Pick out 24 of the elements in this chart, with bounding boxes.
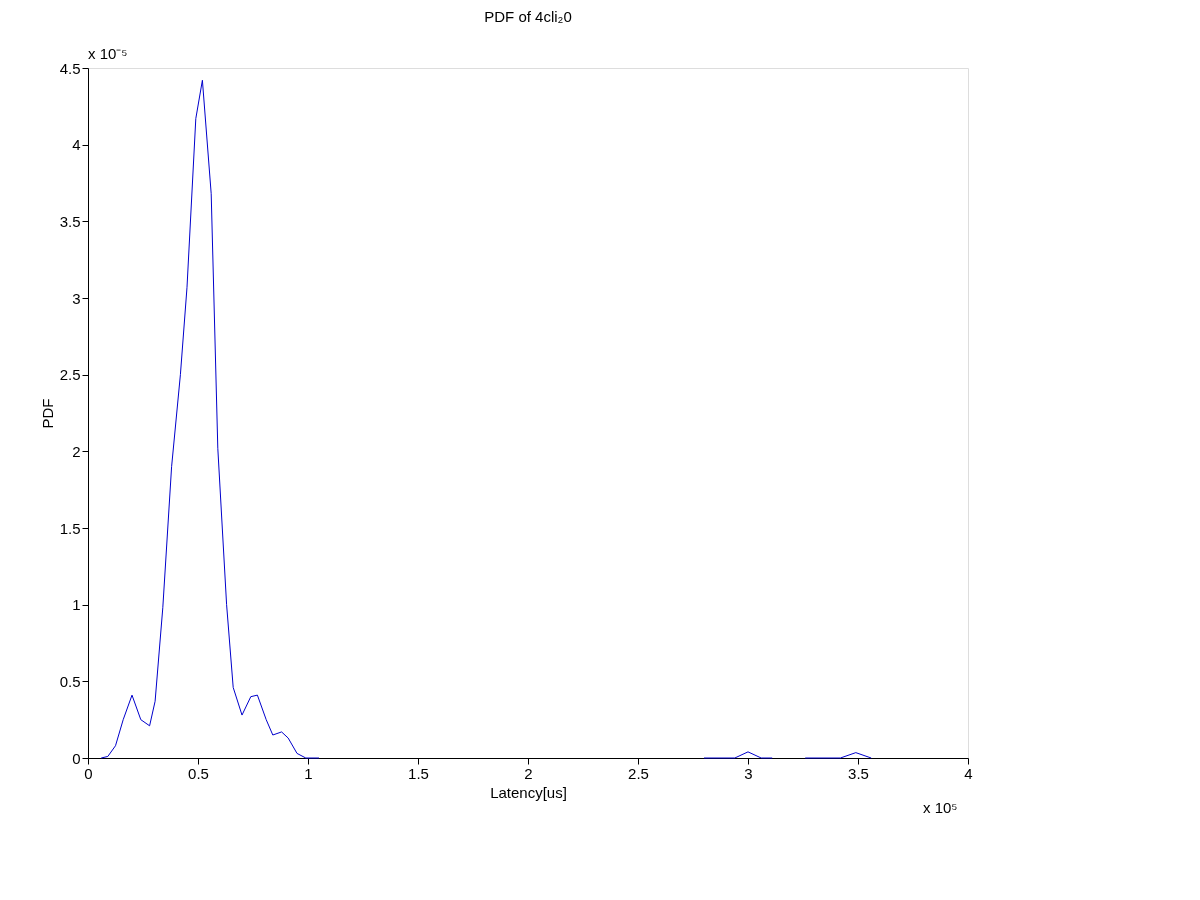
- x-tick-label: 0.5: [188, 764, 209, 782]
- y-tick-label: 2: [72, 442, 81, 460]
- y-tick-label: 2.5: [59, 366, 81, 384]
- text: x 10⁵: [923, 799, 958, 816]
- y-tick-label: 3.5: [59, 212, 81, 230]
- y-tick-label: 3: [72, 289, 81, 307]
- text: x 10⁻⁵: [88, 45, 128, 62]
- chart-title: PDF of 4cli₂0: [484, 8, 572, 25]
- y-tick-label: 4.5: [59, 59, 81, 77]
- x-tick-label: 1.5: [408, 764, 429, 782]
- x-tick-label: 1: [304, 764, 313, 782]
- x-tick-label: 4: [964, 764, 973, 782]
- x-tick-label: 2: [524, 764, 533, 782]
- x-tick-label: 3.5: [848, 764, 869, 782]
- y-tick-label: 1: [72, 596, 81, 614]
- y-tick-label: 0: [72, 749, 81, 767]
- y-tick-label: 1.5: [59, 519, 81, 537]
- y-tick-label: 4: [72, 136, 81, 154]
- x-tick-label: 2.5: [628, 764, 649, 782]
- y-axis-title: PDF: [38, 398, 56, 429]
- y-tick-label: 0.5: [59, 672, 81, 690]
- x-axis-title: Latency[us]: [490, 783, 567, 801]
- x-tick-label: 0: [84, 764, 93, 782]
- x-tick-label: 3: [744, 764, 753, 782]
